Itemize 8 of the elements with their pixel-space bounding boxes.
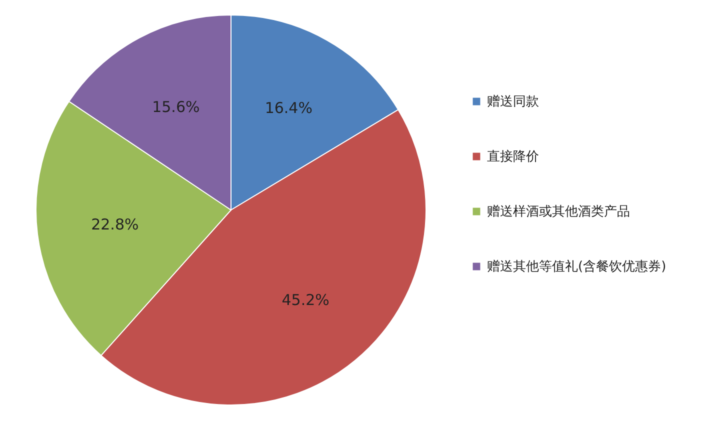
legend-label: 赠送同款 [487,94,539,110]
data-label: 45.2% [282,291,330,310]
legend-label: 直接降价 [487,150,539,164]
legend-label: 赠送其他等值礼(含餐饮优惠券) [487,260,666,274]
data-label: 16.4% [264,99,312,118]
data-label: 22.8% [91,216,139,234]
legend-label: 赠送样酒或其他酒类产品 [487,204,630,220]
data-label: 15.6% [152,98,200,116]
